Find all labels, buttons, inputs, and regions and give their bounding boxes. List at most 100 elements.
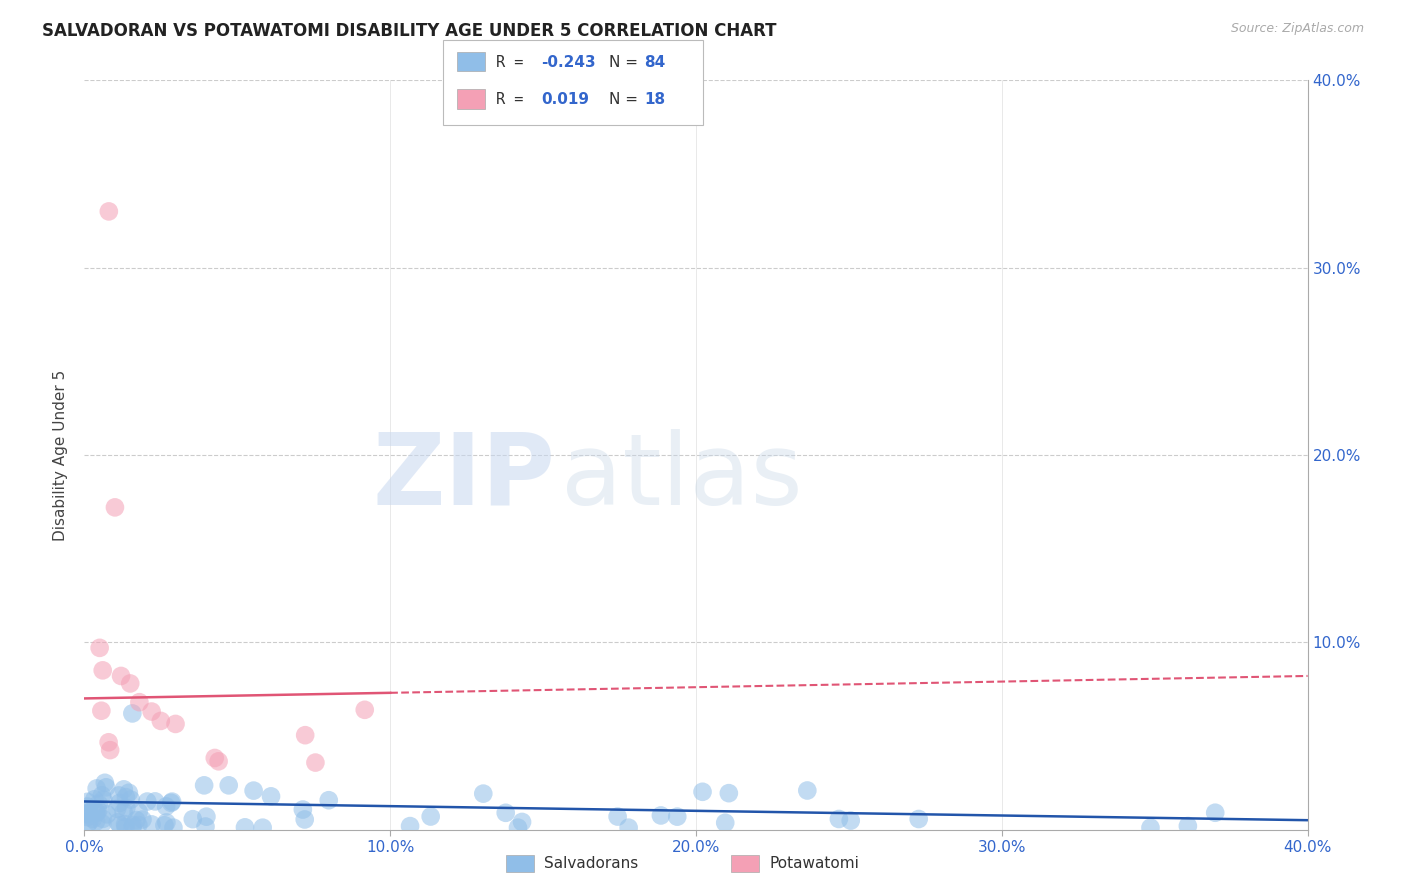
Point	[692, 785, 714, 799]
Point	[194, 820, 217, 834]
Point	[107, 815, 129, 830]
Point	[86, 805, 108, 820]
Point	[318, 793, 340, 807]
Point	[828, 812, 851, 826]
Point	[94, 780, 117, 795]
Point	[294, 813, 316, 827]
Point	[125, 813, 148, 827]
Text: SALVADORAN VS POTAWATOMI DISABILITY AGE UNDER 5 CORRELATION CHART: SALVADORAN VS POTAWATOMI DISABILITY AGE …	[42, 22, 776, 40]
Point	[143, 794, 166, 808]
Point	[76, 810, 98, 824]
Point	[90, 789, 112, 803]
Point	[90, 704, 112, 718]
Point	[1177, 819, 1199, 833]
Text: R =: R =	[496, 93, 541, 107]
Text: Source: ZipAtlas.com: Source: ZipAtlas.com	[1230, 22, 1364, 36]
Point	[260, 789, 283, 804]
Text: Salvadorans: Salvadorans	[544, 856, 638, 871]
Point	[120, 792, 142, 806]
Point	[141, 817, 163, 831]
Text: 18: 18	[644, 93, 665, 107]
Point	[76, 795, 98, 809]
Text: ZIP: ZIP	[373, 429, 555, 526]
Point	[181, 812, 204, 826]
Point	[84, 814, 107, 829]
Point	[105, 802, 128, 816]
Point	[121, 821, 143, 835]
Point	[115, 790, 138, 805]
Point	[666, 810, 689, 824]
Point	[77, 805, 100, 820]
Point	[76, 807, 98, 822]
Text: N =: N =	[609, 55, 643, 70]
Point	[76, 818, 98, 832]
Point	[98, 743, 121, 757]
Point	[104, 500, 127, 515]
Point	[606, 809, 628, 823]
Point	[160, 795, 183, 809]
Point	[87, 804, 110, 818]
Point	[136, 795, 159, 809]
Point	[650, 808, 672, 822]
Point	[79, 805, 101, 819]
Point	[110, 669, 132, 683]
Point	[141, 705, 163, 719]
Point	[242, 783, 264, 797]
Point	[91, 812, 114, 826]
Point	[796, 783, 818, 797]
Point	[165, 717, 187, 731]
Point	[162, 821, 184, 835]
Point	[108, 796, 131, 810]
Point	[94, 776, 117, 790]
Text: 84: 84	[644, 55, 665, 70]
Point	[506, 821, 529, 835]
Point	[714, 815, 737, 830]
Point	[510, 814, 533, 829]
Point	[83, 792, 105, 806]
Point	[122, 818, 145, 832]
Point	[907, 812, 929, 826]
Point	[77, 815, 100, 830]
Point	[153, 818, 176, 832]
Point	[87, 797, 110, 811]
Y-axis label: Disability Age Under 5: Disability Age Under 5	[53, 369, 69, 541]
Point	[291, 803, 314, 817]
Point	[82, 812, 104, 826]
Point	[155, 815, 177, 830]
Point	[89, 640, 111, 655]
Point	[717, 786, 740, 800]
Point	[252, 821, 274, 835]
Point	[91, 816, 114, 830]
Point	[233, 821, 256, 835]
Point	[112, 805, 135, 819]
Point	[121, 706, 143, 721]
Point	[91, 664, 114, 678]
Point	[1139, 821, 1161, 835]
Text: Potawatomi: Potawatomi	[769, 856, 859, 871]
Point	[115, 801, 138, 815]
Point	[97, 204, 120, 219]
Point	[131, 813, 153, 827]
Point	[128, 695, 150, 709]
Point	[294, 728, 316, 742]
Point	[127, 818, 149, 832]
Point	[108, 818, 131, 832]
Point	[120, 676, 142, 690]
Point	[472, 787, 495, 801]
Point	[96, 807, 118, 822]
Point	[84, 805, 107, 820]
Point	[207, 754, 229, 768]
Point	[155, 799, 177, 814]
Point	[617, 821, 640, 835]
Text: R =: R =	[496, 55, 533, 70]
Text: atlas: atlas	[561, 429, 803, 526]
Point	[93, 793, 115, 807]
Point	[495, 805, 517, 820]
Point	[118, 786, 141, 800]
Point	[86, 781, 108, 796]
Point	[193, 778, 215, 792]
Point	[108, 789, 131, 803]
Text: N =: N =	[609, 93, 643, 107]
Point	[114, 820, 136, 834]
Point	[128, 805, 150, 819]
